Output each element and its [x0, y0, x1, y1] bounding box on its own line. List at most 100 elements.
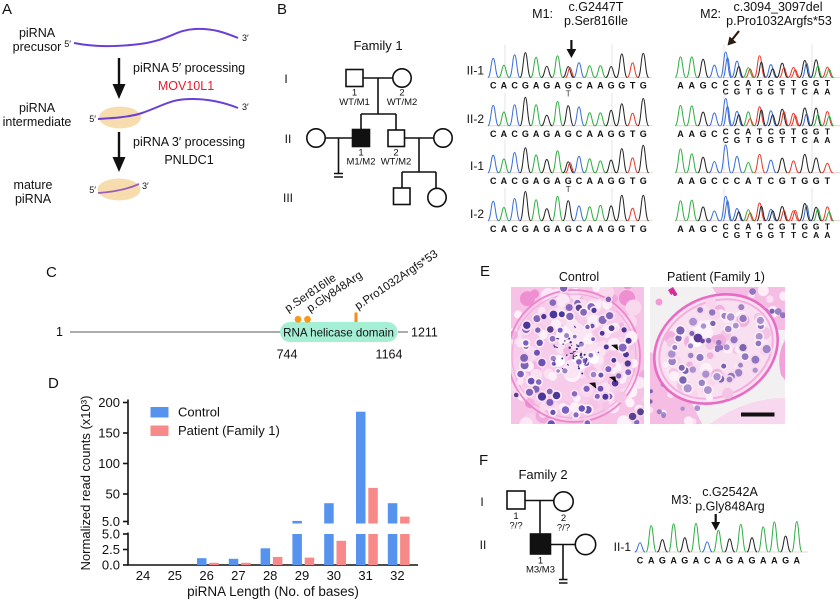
svg-text:G: G — [543, 129, 550, 139]
svg-text:G: G — [813, 78, 820, 88]
svg-text:A: A — [2, 1, 12, 18]
svg-text:A: A — [597, 81, 604, 91]
svg-text:C: C — [511, 224, 518, 234]
svg-text:I: I — [480, 495, 483, 509]
svg-text:G: G — [640, 224, 647, 234]
svg-text:RNA helicase domain: RNA helicase domain — [283, 326, 394, 339]
svg-text:T: T — [780, 87, 786, 97]
svg-text:A: A — [824, 230, 830, 240]
svg-text:D: D — [48, 375, 59, 392]
svg-text:5.0: 5.0 — [102, 514, 120, 529]
svg-text:C: C — [704, 556, 711, 566]
svg-text:T: T — [757, 222, 763, 232]
svg-text:?/?: ?/? — [557, 523, 570, 534]
svg-text:F: F — [479, 452, 488, 469]
svg-text:A: A — [501, 81, 508, 91]
svg-text:PNLDC1: PNLDC1 — [164, 153, 213, 167]
svg-text:A: A — [533, 129, 540, 139]
svg-text:M3:: M3: — [671, 493, 692, 507]
svg-text:31: 31 — [358, 568, 372, 583]
svg-text:T: T — [791, 176, 797, 186]
svg-text:Family 2: Family 2 — [518, 467, 567, 482]
svg-text:A: A — [586, 176, 593, 186]
svg-text:25: 25 — [168, 568, 182, 583]
svg-text:T: T — [791, 87, 797, 97]
svg-text:C: C — [802, 230, 808, 240]
svg-text:A: A — [693, 556, 700, 566]
svg-text:M2:: M2: — [700, 7, 721, 21]
svg-text:c.G2542A: c.G2542A — [702, 485, 758, 499]
svg-text:G: G — [756, 87, 763, 97]
svg-text:G: G — [700, 224, 707, 234]
svg-text:A: A — [501, 129, 508, 139]
svg-text:G: G — [608, 176, 615, 186]
svg-text:32: 32 — [390, 568, 404, 583]
svg-text:G: G — [734, 135, 741, 145]
svg-text:precusor: precusor — [13, 40, 62, 54]
svg-text:A: A — [824, 87, 830, 97]
svg-text:C: C — [711, 81, 718, 91]
svg-text:p.Pro1032Argfs*53: p.Pro1032Argfs*53 — [726, 14, 832, 28]
svg-text:piRNA 3′ processing: piRNA 3′ processing — [133, 135, 245, 149]
svg-text:C: C — [576, 81, 583, 91]
svg-text:M1:: M1: — [532, 7, 553, 21]
svg-text:G: G — [802, 127, 809, 137]
svg-text:C: C — [576, 176, 583, 186]
svg-text:C: C — [723, 230, 729, 240]
svg-text:G: G — [618, 176, 625, 186]
svg-text:C: C — [802, 87, 808, 97]
svg-text:1164: 1164 — [376, 348, 403, 362]
svg-text:A: A — [501, 224, 508, 234]
svg-text:p.Gly848Arg: p.Gly848Arg — [695, 500, 765, 514]
svg-text:c.G2447T: c.G2447T — [569, 0, 624, 14]
svg-text:A: A — [533, 176, 540, 186]
svg-text:2: 2 — [399, 88, 404, 99]
svg-text:1: 1 — [352, 88, 357, 99]
svg-text:C: C — [576, 129, 583, 139]
svg-text:5′: 5′ — [89, 114, 96, 124]
svg-text:2.5: 2.5 — [102, 542, 120, 557]
svg-text:A: A — [771, 556, 778, 566]
svg-text:C: C — [576, 224, 583, 234]
svg-text:piRNA: piRNA — [19, 101, 56, 115]
svg-text:G: G — [681, 556, 688, 566]
svg-text:T: T — [630, 176, 636, 186]
svg-text:A: A — [670, 556, 677, 566]
svg-text:G: G — [802, 222, 809, 232]
svg-text:G: G — [779, 127, 786, 137]
svg-text:M3/M3: M3/M3 — [526, 565, 555, 576]
svg-text:5′: 5′ — [64, 39, 71, 49]
svg-text:G: G — [565, 224, 572, 234]
svg-text:5′: 5′ — [89, 185, 96, 195]
svg-text:G: G — [543, 81, 550, 91]
svg-text:mature: mature — [14, 178, 53, 192]
svg-text:C: C — [723, 127, 729, 137]
svg-text:3′: 3′ — [242, 33, 249, 43]
svg-text:A: A — [586, 81, 593, 91]
svg-text:T: T — [757, 127, 763, 137]
svg-text:50: 50 — [106, 487, 120, 502]
svg-text:A: A — [745, 176, 752, 186]
svg-text:2: 2 — [561, 513, 566, 524]
svg-text:T: T — [566, 90, 571, 99]
svg-text:G: G — [768, 230, 775, 240]
svg-text:T: T — [791, 222, 797, 232]
svg-text:III: III — [283, 191, 293, 205]
svg-text:T: T — [791, 135, 797, 145]
svg-text:A: A — [597, 129, 604, 139]
svg-text:C: C — [802, 135, 808, 145]
svg-text:A: A — [745, 222, 751, 232]
svg-text:A: A — [824, 135, 830, 145]
svg-text:WT/M1: WT/M1 — [339, 97, 370, 108]
svg-text:T: T — [825, 222, 831, 232]
svg-text:?/?: ?/? — [509, 521, 522, 532]
svg-text:2: 2 — [393, 148, 398, 159]
svg-text:A: A — [689, 224, 696, 234]
svg-text:piRNA: piRNA — [15, 192, 52, 206]
svg-text:G: G — [618, 81, 625, 91]
svg-text:G: G — [565, 81, 572, 91]
svg-text:C: C — [490, 176, 497, 186]
svg-text:C: C — [723, 222, 729, 232]
svg-text:T: T — [746, 230, 752, 240]
svg-text:G: G — [768, 87, 775, 97]
